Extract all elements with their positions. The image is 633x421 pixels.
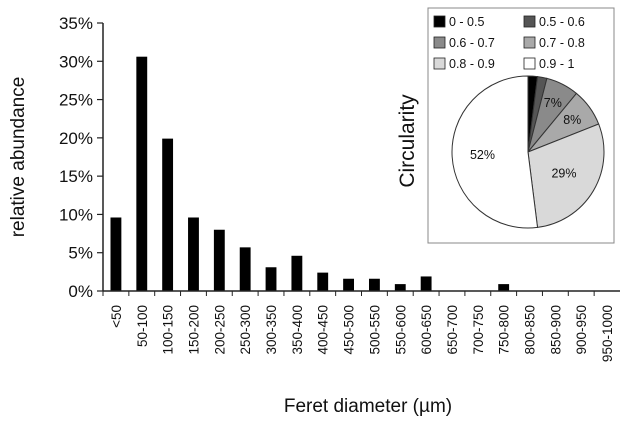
y-tick-label: 15% (59, 167, 93, 186)
pie-slice-label: 29% (551, 166, 576, 180)
y-tick-label: 25% (59, 91, 93, 110)
x-tick-label: 700-750 (471, 305, 486, 355)
x-tick-label: 200-250 (212, 305, 227, 355)
y-tick-label: 10% (59, 205, 93, 224)
bar-series (110, 56, 510, 291)
legend-swatch (523, 15, 536, 28)
inset-title: Circularity (396, 94, 419, 188)
legend-label: 0 - 0.5 (449, 15, 484, 29)
y-tick-label: 30% (59, 52, 93, 71)
x-tick-label: 900-950 (574, 305, 589, 355)
x-axis: <50 50-100 100-150 150-200 200-250 250-300 300… (102, 291, 615, 362)
y-tick-label: 0% (68, 282, 93, 301)
x-tick-label: 350-400 (290, 305, 305, 355)
x-tick-label: 800-850 (523, 305, 538, 355)
x-tick-label: 550-600 (393, 305, 408, 355)
x-tick-label: 100-150 (161, 305, 176, 355)
pie-slice-label: 52% (470, 148, 495, 162)
bar (291, 255, 303, 291)
bar (394, 284, 406, 291)
y-tick-label: 35% (59, 14, 93, 33)
x-tick-label: 500-550 (367, 305, 382, 355)
bar (188, 217, 199, 291)
legend-swatch (433, 15, 446, 28)
x-tick-label: 50-100 (135, 305, 150, 347)
y-tick-label: 20% (59, 129, 93, 148)
bar (162, 138, 174, 291)
pie-slice-label: 8% (563, 113, 581, 127)
pie-legend: 0 - 0.5 0.5 - 0.6 0.6 - 0.7 0.7 - 0.8 0.8 - … (433, 15, 585, 71)
x-tick-label: 600-650 (419, 305, 434, 355)
x-tick-label: 650-700 (445, 305, 460, 355)
x-tick-label: 300-350 (264, 305, 279, 355)
bar (136, 56, 148, 291)
circularity-inset: 0 - 0.5 0.5 - 0.6 0.6 - 0.7 0.7 - 0.8 0.8 - … (396, 7, 615, 244)
legend-swatch (433, 36, 446, 49)
pie-slice (451, 75, 539, 229)
bar (420, 276, 432, 291)
pie-chart: 7%8% 29% 52% (451, 75, 605, 229)
legend-label: 0.9 - 1 (539, 57, 574, 71)
x-tick-label: 150-200 (186, 305, 201, 355)
legend-label: 0.8 - 0.9 (449, 57, 495, 71)
bar (368, 278, 380, 291)
bar (265, 267, 277, 291)
bar (498, 284, 510, 291)
bar (343, 278, 355, 291)
y-axis-label: relative abundance (8, 77, 29, 238)
bar (239, 247, 251, 291)
legend-label: 0.5 - 0.6 (539, 15, 585, 29)
x-tick-label: 400-450 (316, 305, 331, 355)
legend-swatch (523, 57, 536, 70)
y-tick-label: 5% (68, 244, 93, 263)
bar (317, 272, 329, 291)
x-axis-label: Feret diameter (µm) (284, 396, 452, 417)
legend-swatch (523, 36, 536, 49)
pie-slice-label: 7% (544, 96, 562, 110)
x-tick-label: 950-1000 (600, 305, 615, 362)
x-tick-label: 250-300 (238, 305, 253, 355)
x-tick-label: 450-500 (342, 305, 357, 355)
legend-label: 0.6 - 0.7 (449, 36, 495, 50)
x-tick-label: <50 (109, 305, 124, 328)
pie-slice (527, 123, 605, 228)
x-tick-label: 750-800 (497, 305, 512, 355)
legend-swatch (433, 57, 446, 70)
bar (213, 229, 225, 291)
bar (110, 217, 122, 291)
y-axis: 0% 5% 10% 15% 20% 25% 30% 35% (59, 14, 103, 301)
legend-label: 0.7 - 0.8 (539, 36, 585, 50)
x-tick-label: 850-900 (548, 305, 563, 355)
